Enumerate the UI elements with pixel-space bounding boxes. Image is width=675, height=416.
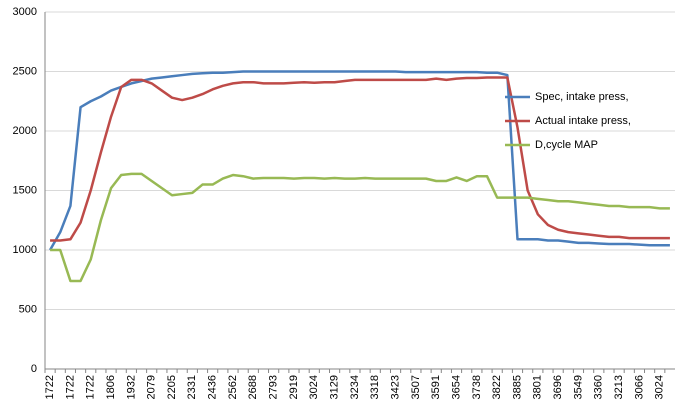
x-tick-label: 3822 — [491, 375, 503, 399]
series-line — [50, 172, 670, 283]
x-tick-label: 2688 — [247, 375, 259, 399]
x-tick-label: 3024 — [308, 375, 320, 399]
x-tick-label: 2205 — [166, 375, 178, 399]
x-tick-label: 3066 — [633, 375, 645, 399]
series-line — [50, 76, 670, 242]
x-tick-label: 3234 — [349, 375, 361, 399]
x-tick-label: 3885 — [511, 375, 523, 399]
x-tick-label: 1932 — [125, 375, 137, 399]
x-tick-label: 2079 — [146, 375, 158, 399]
x-tick-label: 3318 — [369, 375, 381, 399]
x-tick-label: 3696 — [552, 375, 564, 399]
x-tick-label: 3423 — [389, 375, 401, 399]
y-tick-label: 1000 — [13, 244, 37, 256]
legend-label: D,cycle MAP — [535, 139, 598, 151]
y-tick-label: 1500 — [13, 184, 37, 196]
x-tick-label: 2919 — [288, 375, 300, 399]
x-tick-label: 3801 — [532, 375, 544, 399]
x-tick-label: 1722 — [44, 375, 56, 399]
x-tick-label: 1722 — [64, 375, 76, 399]
y-tick-label: 500 — [19, 303, 37, 315]
legend-label: Spec, intake press, — [535, 91, 629, 103]
y-tick-label: 2500 — [13, 65, 37, 77]
x-tick-label: 1722 — [85, 375, 97, 399]
y-tick-label: 3000 — [13, 6, 37, 18]
y-tick-label: 2000 — [13, 125, 37, 137]
series-line — [48, 70, 670, 251]
y-tick-label: 0 — [31, 363, 37, 375]
x-tick-label: 3024 — [654, 375, 666, 399]
x-tick-label: 3213 — [613, 375, 625, 399]
x-tick-label: 3738 — [471, 375, 483, 399]
x-tick-label: 2793 — [268, 375, 280, 399]
x-tick-label: 2562 — [227, 375, 239, 399]
x-tick-label: 3549 — [572, 375, 584, 399]
x-tick-label: 3360 — [593, 375, 605, 399]
legend-label: Actual intake press, — [535, 115, 631, 127]
x-tick-label: 2331 — [186, 375, 198, 399]
x-tick-label: 1806 — [105, 375, 117, 399]
x-tick-label: 3129 — [329, 375, 341, 399]
x-tick-label: 2436 — [207, 375, 219, 399]
x-tick-label: 3654 — [450, 375, 462, 399]
x-tick-label: 3507 — [410, 375, 422, 399]
x-tick-label: 3591 — [430, 375, 442, 399]
